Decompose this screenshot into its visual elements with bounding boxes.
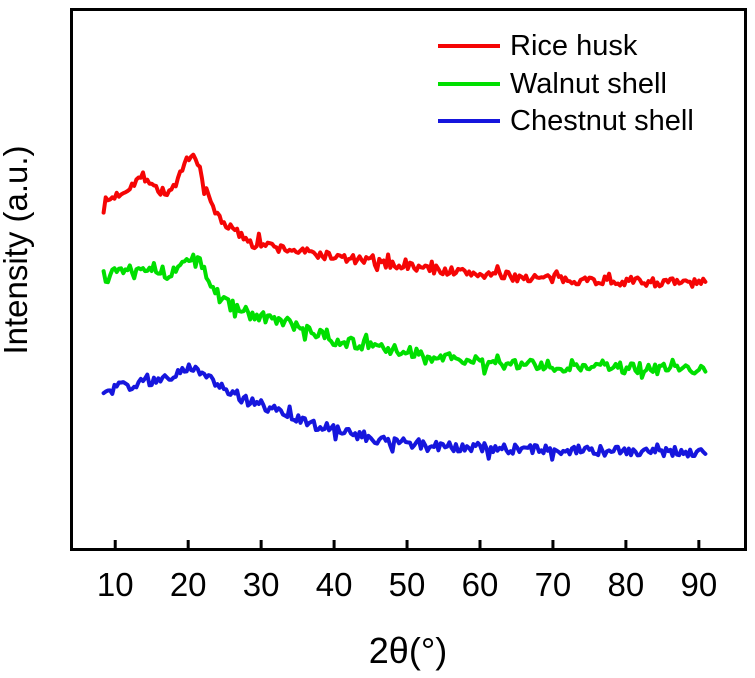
x-tick-label: 20 — [170, 566, 207, 603]
y-axis-title: Intensity (a.u.) — [0, 145, 34, 354]
plot-frame — [70, 8, 747, 551]
x-tick-label: 50 — [389, 566, 426, 603]
curve-chestnut-shell — [101, 362, 708, 462]
x-tick-label: 90 — [680, 566, 717, 603]
curve-walnut-shell — [101, 252, 708, 380]
x-tick-label: 30 — [243, 566, 280, 603]
x-tick-label: 70 — [535, 566, 572, 603]
curves-group — [101, 152, 708, 462]
x-tick-label: 60 — [462, 566, 499, 603]
x-tick-label: 80 — [608, 566, 645, 603]
x-tick-label: 10 — [97, 566, 134, 603]
legend-label-walnut-shell: Walnut shell — [510, 68, 667, 100]
legend-label-chestnut-shell: Chestnut shell — [510, 105, 694, 137]
legend-label-rice-husk: Rice husk — [510, 30, 638, 62]
x-tick-label: 40 — [316, 566, 353, 603]
x-axis-title: 2θ(°) — [369, 630, 447, 671]
curve-rice-husk — [101, 152, 708, 289]
legend: Rice husk Walnut shell Chestnut shell — [438, 30, 694, 137]
x-axis-ticks: 10 20 30 40 50 60 70 80 90 — [97, 540, 717, 603]
